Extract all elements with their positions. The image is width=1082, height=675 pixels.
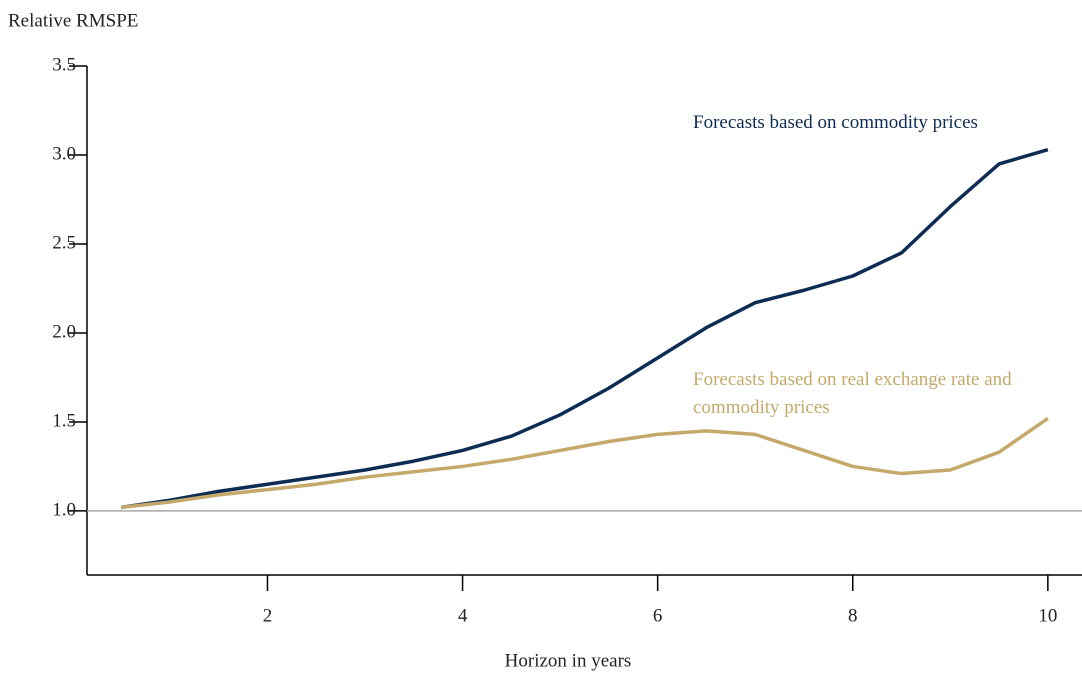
y-tick-label: 3.0 xyxy=(52,143,76,164)
y-tick-label: 1.0 xyxy=(52,499,76,520)
x-tick-label: 2 xyxy=(263,605,273,626)
series-annotation: Forecasts based on real exchange rate an… xyxy=(693,369,1012,418)
y-tick-label: 3.5 xyxy=(52,54,76,75)
series-line xyxy=(120,416,1049,510)
y-tick-label: 1.5 xyxy=(52,410,76,431)
x-axis-label: Horizon in years xyxy=(505,650,632,671)
x-tick-label: 8 xyxy=(848,605,858,626)
y-tick-label: 2.0 xyxy=(52,321,76,342)
series-annotation: Forecasts based on commodity prices xyxy=(693,112,978,133)
x-tick-label: 10 xyxy=(1038,605,1057,626)
x-tick-label: 4 xyxy=(458,605,468,626)
series-line xyxy=(120,147,1049,510)
y-axis-label: Relative RMSPE xyxy=(8,10,138,31)
x-tick-label: 6 xyxy=(653,605,663,626)
y-tick-label: 2.5 xyxy=(52,232,76,253)
